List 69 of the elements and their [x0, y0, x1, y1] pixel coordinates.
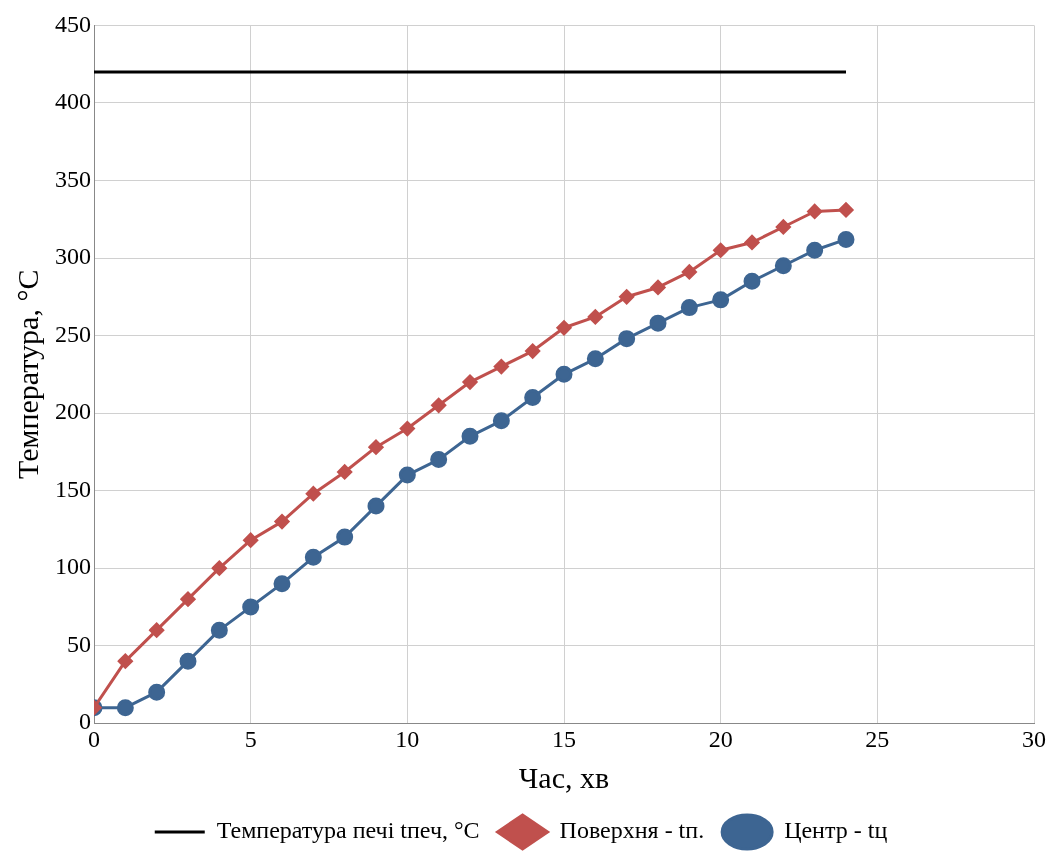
x-tick-label: 10 [395, 725, 420, 752]
point [837, 230, 855, 248]
point [211, 560, 227, 576]
point [116, 699, 134, 717]
point [431, 397, 447, 413]
point [744, 234, 760, 250]
point [587, 309, 603, 325]
point [713, 242, 729, 258]
point [493, 359, 509, 375]
point [619, 289, 635, 305]
point [586, 350, 604, 368]
point [650, 279, 666, 295]
y-axis-title: Температура, °C [10, 269, 44, 480]
point [430, 451, 448, 469]
point [243, 532, 259, 548]
point [492, 412, 510, 430]
point [712, 291, 730, 309]
point [337, 464, 353, 480]
point [525, 343, 541, 359]
point [743, 272, 761, 290]
point [304, 548, 322, 566]
point [775, 219, 791, 235]
point [117, 653, 133, 669]
point [555, 365, 573, 383]
point [180, 591, 196, 607]
point [398, 466, 416, 484]
legend-label: Поверхня - tп. [559, 817, 705, 844]
point [461, 427, 479, 445]
point [273, 575, 291, 593]
point [210, 621, 228, 639]
x-axis-title: Час, хв [518, 760, 610, 794]
x-tick-label: 20 [708, 725, 733, 752]
point [462, 374, 478, 390]
y-tick-label: 200 [55, 398, 91, 425]
x-tick-label: 5 [244, 725, 257, 752]
point [179, 652, 197, 670]
point [524, 389, 542, 407]
y-tick-label: 350 [55, 165, 91, 192]
y-tick-label: 100 [55, 553, 91, 580]
point [367, 497, 385, 515]
y-tick-label: 400 [55, 88, 91, 115]
y-tick-label: 300 [55, 243, 91, 270]
point [399, 421, 415, 437]
point [838, 202, 854, 218]
legend-label: Температура печі tпеч, °C [216, 817, 480, 844]
y-tick-label: 0 [79, 708, 91, 735]
x-tick-label: 15 [552, 725, 576, 752]
point [242, 598, 260, 616]
point [649, 314, 667, 332]
point [336, 528, 354, 546]
y-tick-label: 150 [55, 475, 91, 502]
point [148, 683, 166, 701]
point [618, 330, 636, 348]
point [556, 320, 572, 336]
legend-label: Центр - tц [784, 817, 888, 844]
point [681, 264, 697, 280]
point [305, 486, 321, 502]
point [774, 257, 792, 275]
point [806, 241, 824, 259]
x-tick-label: 25 [865, 725, 890, 752]
point [368, 439, 384, 455]
x-tick-label: 30 [1022, 725, 1046, 752]
point [274, 514, 290, 530]
point [807, 203, 823, 219]
point [149, 622, 165, 638]
y-tick-label: 450 [55, 10, 91, 37]
point [680, 299, 698, 317]
y-tick-label: 250 [55, 320, 91, 347]
y-tick-label: 50 [67, 630, 91, 657]
